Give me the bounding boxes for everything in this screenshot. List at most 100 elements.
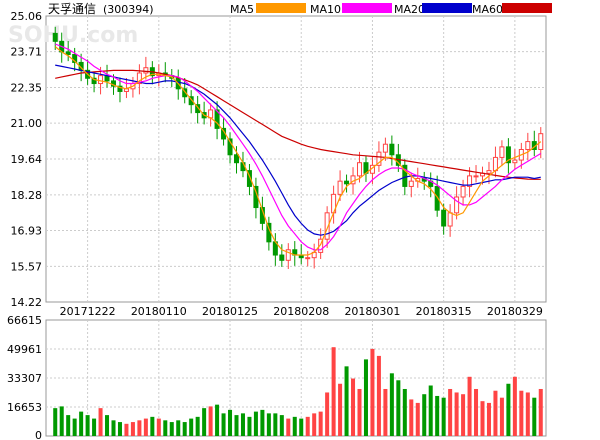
moving-averages: [54, 43, 542, 256]
candle-body: [195, 104, 201, 114]
candle-body: [72, 54, 78, 63]
volume-bar: [474, 388, 479, 436]
candle-body: [408, 180, 414, 187]
candle-body: [505, 146, 511, 164]
ma5-line: [54, 46, 542, 256]
volume-bar: [344, 366, 349, 436]
price-y-axis: 25.06 23.71 22.35 21.00 19.64 18.28 16.93 15.57…: [11, 10, 43, 309]
volume-bar: [428, 385, 433, 436]
volume-bar: [435, 395, 440, 436]
volume-bar: [493, 390, 498, 436]
volume-bar: [137, 420, 142, 436]
candle-body: [382, 143, 388, 153]
price-tick-label: 18.28: [11, 189, 43, 202]
ma60-line: [55, 69, 541, 180]
candle-body: [305, 257, 311, 260]
volume-bar: [486, 402, 491, 436]
price-tick-label: 23.71: [11, 46, 43, 59]
candle-body: [117, 85, 123, 92]
candle-body: [324, 212, 330, 240]
volume-bar: [124, 423, 129, 436]
volume-bar: [525, 392, 530, 436]
volume-bar: [292, 416, 297, 436]
price-tick-label: 16.93: [11, 225, 43, 238]
volume-bar: [85, 415, 90, 436]
candle-body: [344, 180, 350, 185]
candle-body: [460, 185, 466, 198]
candle-body: [233, 154, 240, 164]
candle-body: [512, 159, 518, 164]
volume-bar: [156, 418, 161, 436]
volume-tick-label: 66615: [7, 314, 42, 327]
volume-bar: [376, 355, 381, 436]
volume-bar: [351, 378, 356, 436]
volume-bar: [312, 413, 317, 436]
volume-bar: [415, 402, 420, 436]
volume-bar: [111, 420, 116, 436]
volume-bar: [383, 388, 388, 436]
date-tick-label: 20180301: [344, 305, 400, 318]
date-tick-label: 20171222: [60, 305, 116, 318]
volume-bar: [72, 418, 77, 436]
candle-body: [492, 156, 498, 172]
volume-bar: [279, 415, 284, 436]
volume-bar: [389, 373, 394, 436]
legend-ma60-swatch: [502, 3, 552, 13]
volume-bar: [499, 397, 504, 436]
candle-body: [182, 88, 188, 98]
candle-body: [279, 254, 285, 261]
volume-bar: [461, 394, 466, 436]
volume-bar: [409, 399, 414, 436]
volume-bar: [422, 394, 427, 436]
volume-bar: [363, 359, 368, 436]
volume-bar: [325, 392, 330, 436]
candle-body: [467, 175, 473, 187]
volume-bar: [202, 408, 207, 436]
legend-ma5-label: MA5: [230, 3, 254, 16]
volume-bar: [299, 418, 304, 436]
volume-bar: [273, 413, 278, 436]
volume-bar: [195, 416, 200, 436]
volume-bar: [331, 347, 336, 436]
candle-body: [499, 146, 505, 158]
price-tick-label: 15.57: [11, 260, 43, 273]
stock-name: 天孚通信: [48, 2, 96, 16]
volume-bars: [53, 347, 543, 436]
candle-body: [214, 109, 220, 129]
volume-bar: [66, 415, 71, 436]
volume-bar: [266, 413, 271, 436]
candle-body: [454, 196, 460, 214]
volume-bar: [402, 388, 407, 436]
volume-bar: [117, 422, 122, 436]
legend-ma20-label: MA20: [394, 3, 425, 16]
ma20-line: [55, 64, 541, 236]
candle-body: [376, 151, 382, 166]
volume-bar: [176, 420, 181, 436]
volume-bar: [130, 422, 135, 436]
legend-ma10-label: MA10: [310, 3, 341, 16]
candle-body: [285, 249, 291, 261]
volume-bar: [519, 390, 524, 436]
volume-bar: [53, 408, 58, 436]
watermark: SOHU.com: [8, 23, 138, 48]
legend: MA5 MA10 MA20 MA60: [230, 3, 552, 16]
candle-body: [337, 180, 343, 195]
candle-body: [91, 77, 97, 85]
volume-bar: [150, 416, 155, 436]
volume-bar: [260, 409, 265, 436]
stock-code: (300394): [103, 3, 154, 16]
volume-bar: [357, 388, 362, 436]
volume-y-axis: 66615 49961 33307 16653 0: [7, 314, 42, 440]
candle-body: [389, 143, 395, 156]
legend-ma5-swatch: [256, 3, 306, 13]
price-tick-label: 19.64: [11, 153, 43, 166]
candle-body: [52, 32, 58, 42]
volume-bar: [512, 376, 517, 436]
date-x-axis: 20171222 20180110 20180125 20180208 20180301…: [60, 305, 543, 318]
volume-bar: [318, 411, 323, 436]
volume-bar: [454, 392, 459, 436]
volume-bar: [448, 388, 453, 436]
volume-bar: [215, 404, 220, 436]
